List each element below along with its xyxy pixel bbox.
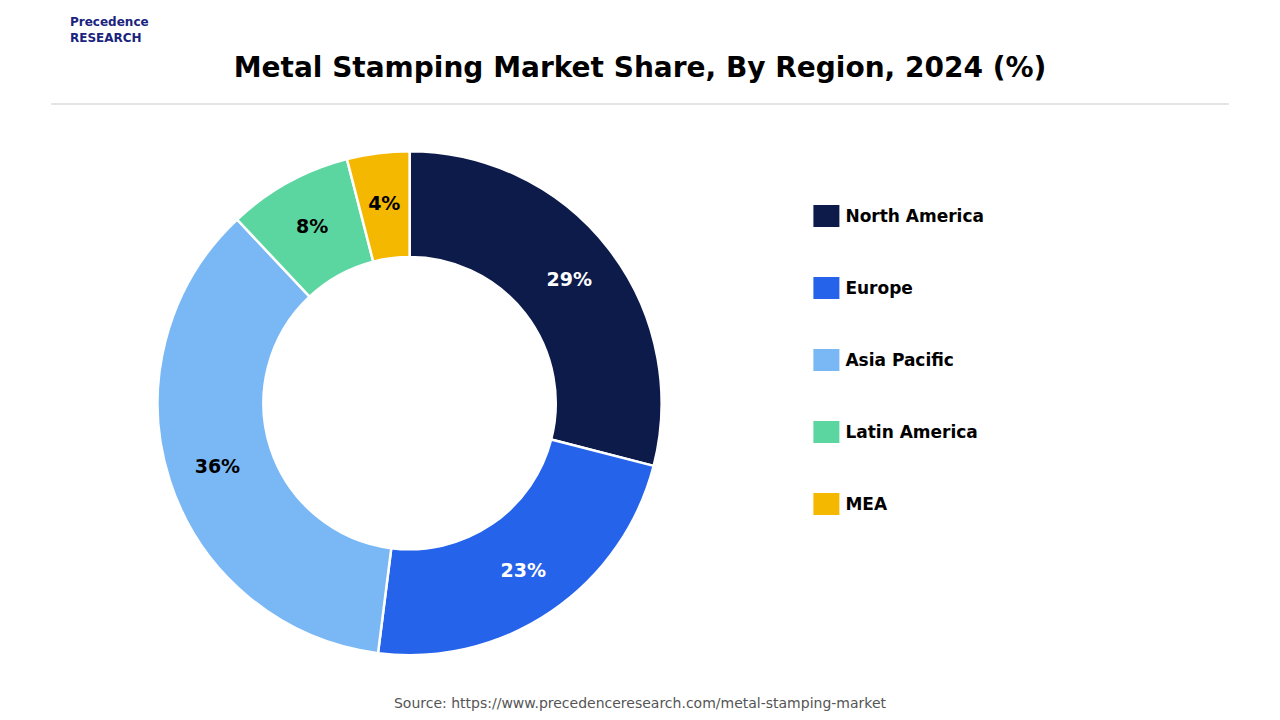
svg-text:Europe: Europe	[845, 278, 912, 298]
svg-text:Source: https://www.precedence: Source: https://www.precedenceresearch.c…	[394, 695, 887, 711]
svg-text:MEA: MEA	[845, 494, 888, 514]
svg-text:29%: 29%	[547, 268, 592, 290]
svg-text:RESEARCH: RESEARCH	[70, 31, 142, 45]
svg-text:North America: North America	[845, 206, 984, 226]
svg-text:Latin America: Latin America	[845, 422, 977, 442]
svg-text:Asia Pacific: Asia Pacific	[845, 350, 954, 370]
svg-text:36%: 36%	[195, 455, 240, 477]
svg-text:8%: 8%	[296, 215, 328, 237]
svg-text:Precedence: Precedence	[70, 15, 149, 29]
svg-text:23%: 23%	[500, 559, 545, 581]
svg-text:4%: 4%	[368, 192, 400, 214]
svg-text:Metal Stamping Market Share, B: Metal Stamping Market Share, By Region, …	[234, 51, 1047, 84]
